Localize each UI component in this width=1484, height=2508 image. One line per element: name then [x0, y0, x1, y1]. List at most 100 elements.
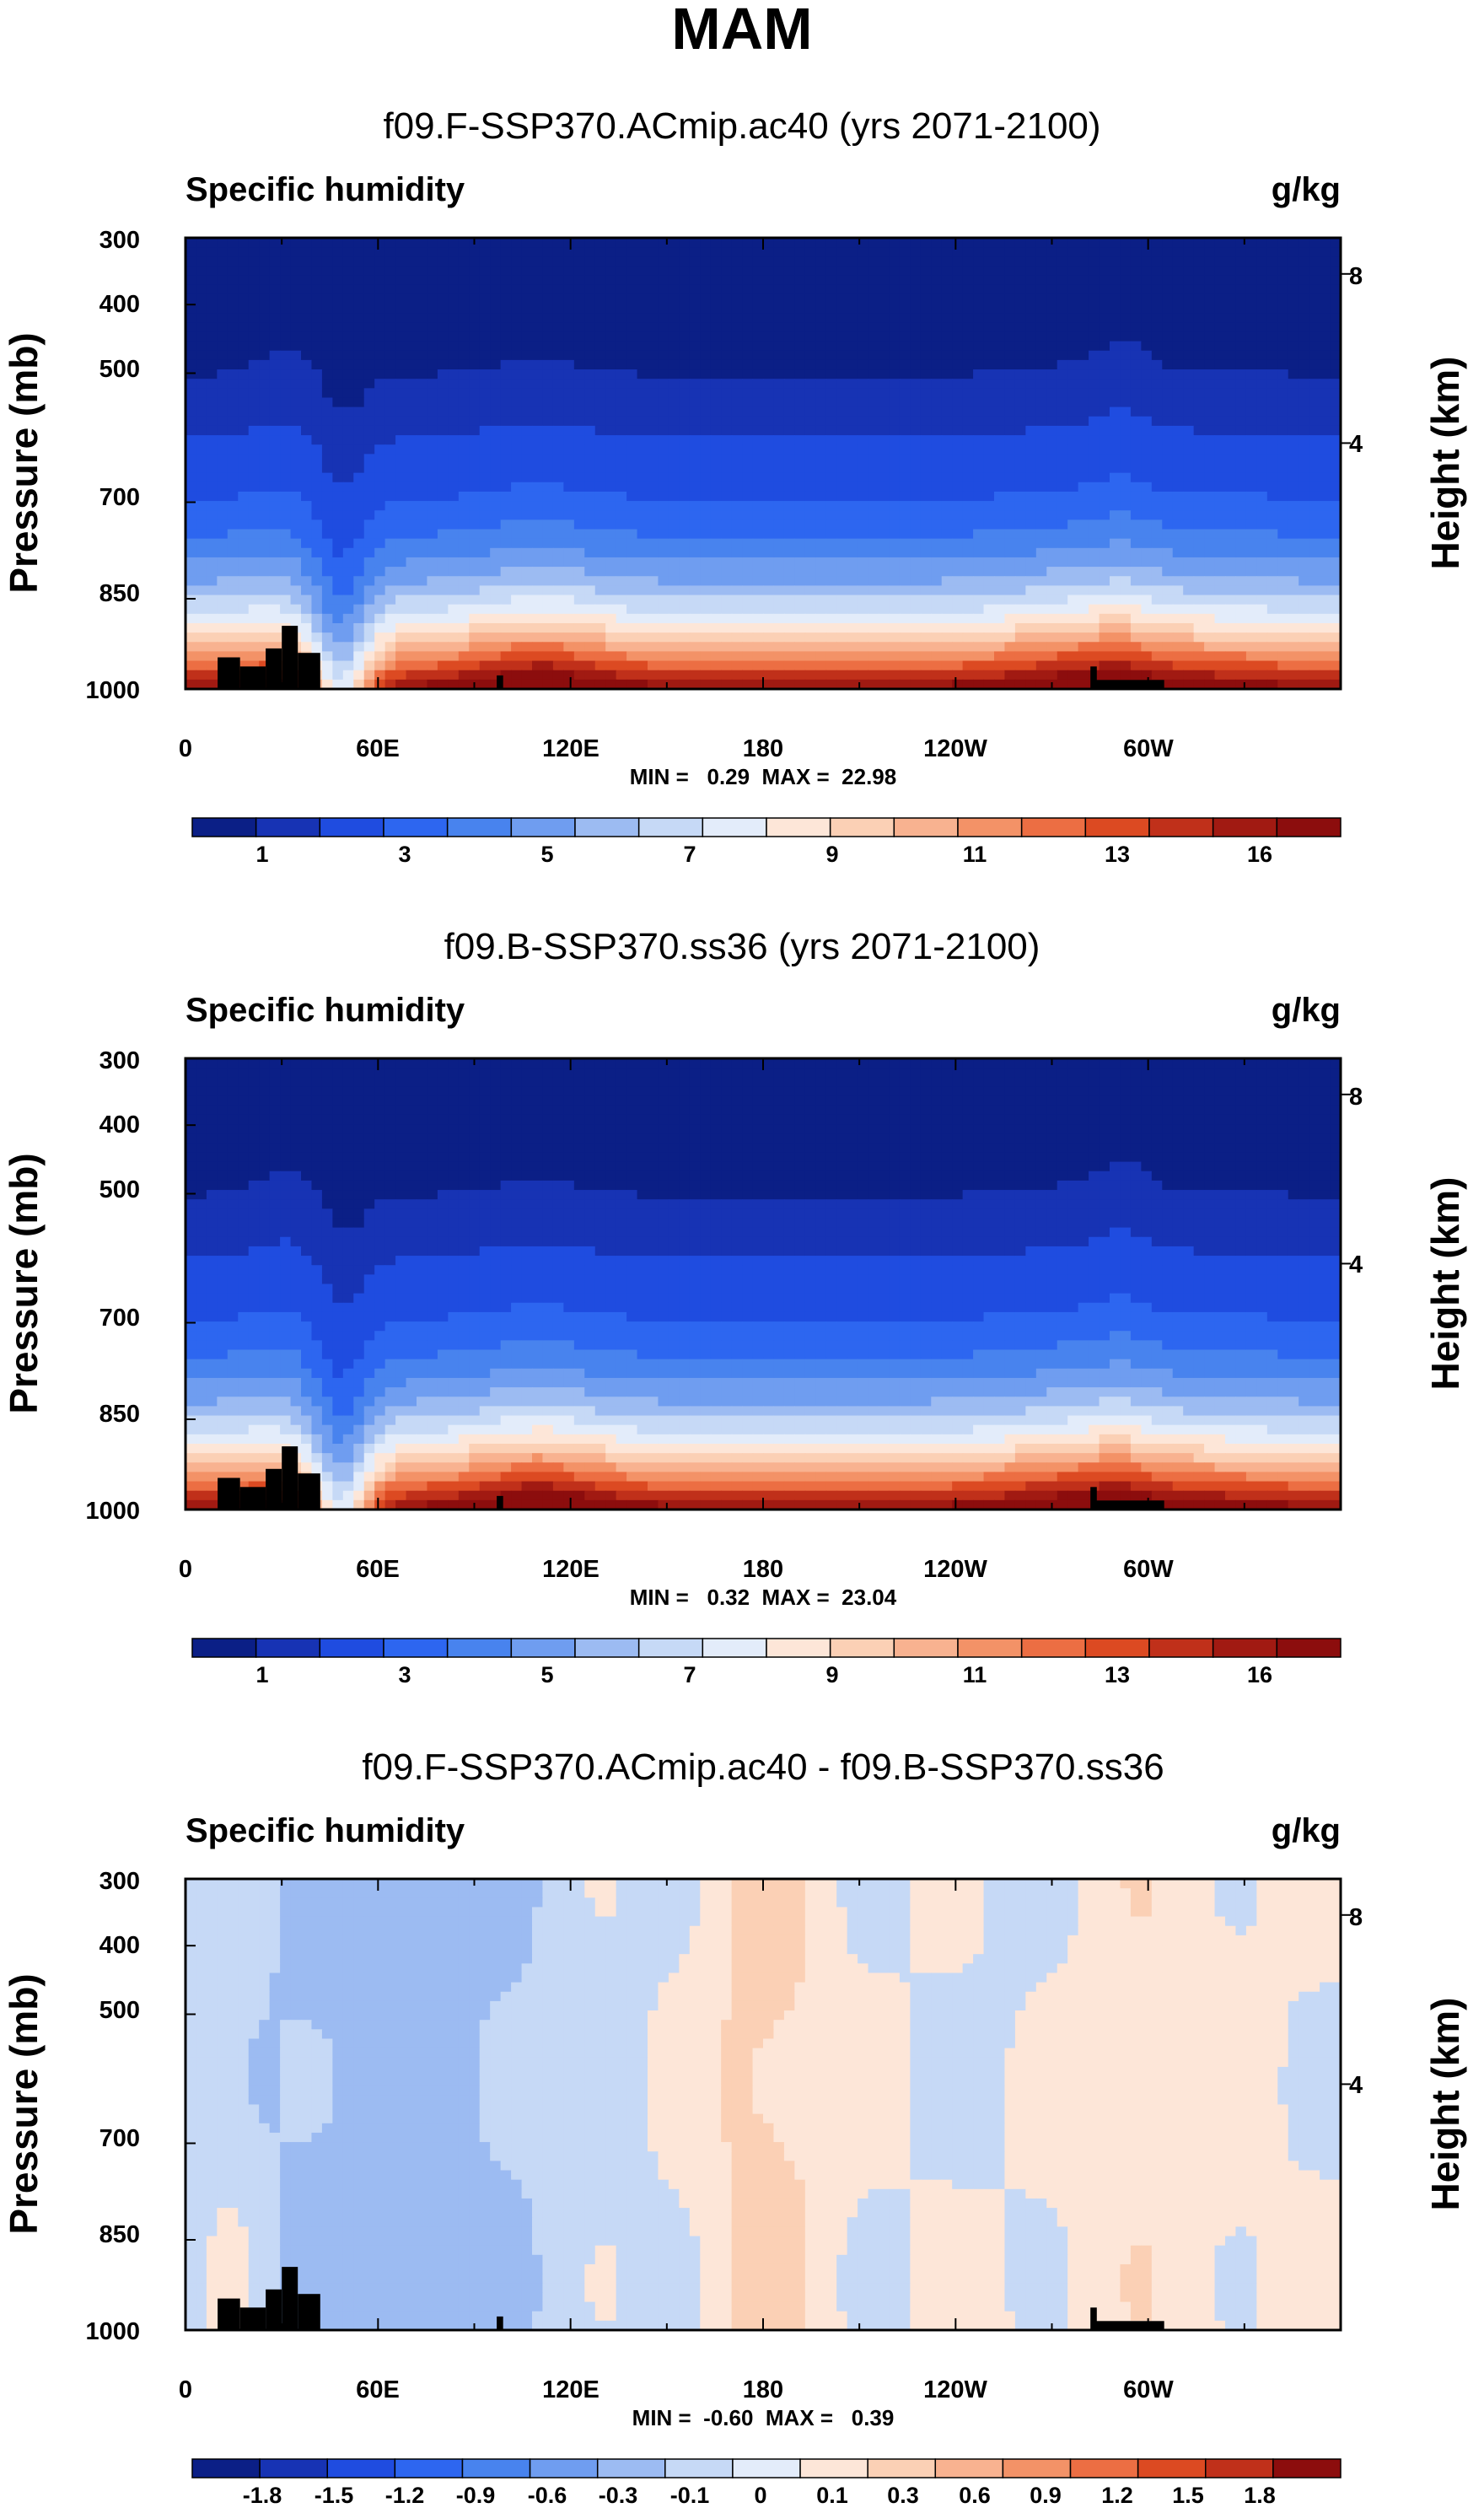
field-cell — [500, 622, 512, 633]
field-cell — [301, 576, 313, 586]
field-cell — [217, 501, 229, 511]
field-cell — [1025, 547, 1037, 558]
field-cell — [1266, 472, 1278, 483]
field-cell — [962, 651, 974, 662]
field-cell — [374, 388, 386, 399]
field-cell — [847, 331, 858, 342]
field-cell — [1172, 510, 1184, 520]
field-cell — [1025, 604, 1037, 615]
field-cell — [1025, 567, 1037, 577]
field-cell — [1320, 472, 1331, 483]
field-cell — [879, 266, 890, 277]
field-cell — [952, 585, 964, 596]
field-cell — [983, 472, 995, 483]
field-cell — [1309, 604, 1320, 615]
field-cell — [1288, 247, 1299, 257]
field-cell — [269, 547, 281, 558]
field-cell — [1025, 435, 1037, 445]
field-cell — [910, 359, 922, 370]
field-cell — [427, 266, 438, 277]
field-cell — [637, 567, 648, 577]
field-cell — [448, 604, 460, 615]
field-cell — [1309, 622, 1320, 633]
field-cell — [469, 379, 481, 389]
field-cell — [952, 604, 964, 615]
field-cell — [363, 595, 375, 605]
field-cell — [773, 341, 785, 352]
field-cell — [511, 622, 523, 633]
field-cell — [395, 501, 407, 511]
field-cell — [238, 585, 250, 596]
field-cell — [658, 567, 669, 577]
field-cell — [1225, 547, 1237, 558]
field-cell — [658, 379, 669, 389]
field-cell — [1193, 585, 1205, 596]
field-cell — [511, 425, 523, 436]
field-cell — [1130, 350, 1142, 361]
field-cell — [783, 595, 795, 605]
field-cell — [1256, 642, 1268, 653]
field-cell — [395, 341, 407, 352]
field-cell — [731, 519, 743, 530]
field-cell — [879, 547, 890, 558]
field-cell — [363, 510, 375, 520]
field-cell — [479, 341, 491, 352]
field-cell — [448, 510, 460, 520]
field-cell — [374, 454, 386, 465]
field-cell — [1014, 247, 1026, 257]
field-cell — [973, 642, 985, 653]
field-cell — [238, 416, 250, 427]
field-cell — [1130, 613, 1142, 624]
field-cell — [1183, 266, 1195, 277]
field-cell — [563, 238, 575, 248]
field-cell — [280, 406, 292, 417]
field-cell — [1277, 425, 1289, 436]
field-cell — [301, 538, 313, 549]
field-cell — [1004, 585, 1016, 596]
field-cell — [437, 293, 449, 304]
field-cell — [406, 557, 417, 568]
field-cell — [511, 538, 523, 549]
field-cell — [1099, 350, 1110, 361]
field-cell — [490, 388, 502, 399]
field-cell — [679, 425, 691, 436]
field-cell — [1256, 293, 1268, 304]
field-cell — [206, 519, 218, 530]
field-cell — [1172, 482, 1184, 492]
field-cell — [448, 454, 460, 465]
field-cell — [186, 238, 197, 248]
field-cell — [186, 660, 197, 671]
field-cell — [1193, 642, 1205, 653]
field-cell — [1266, 454, 1278, 465]
field-cell — [321, 567, 333, 577]
field-cell — [794, 388, 806, 399]
field-cell — [437, 613, 449, 624]
field-cell — [1067, 379, 1079, 389]
field-cell — [301, 491, 313, 502]
field-cell — [1172, 632, 1184, 643]
field-cell — [490, 284, 502, 295]
field-cell — [1309, 632, 1320, 643]
field-cell — [973, 463, 985, 474]
field-cell — [879, 642, 890, 653]
field-cell — [742, 501, 754, 511]
field-cell — [1078, 247, 1089, 257]
field-cell — [1256, 435, 1268, 445]
field-cell — [1078, 604, 1089, 615]
field-cell — [836, 266, 848, 277]
field-cell — [920, 444, 932, 455]
field-cell — [1235, 256, 1247, 267]
field-cell — [458, 604, 470, 615]
field-cell — [889, 576, 901, 586]
field-cell — [626, 293, 638, 304]
field-cell — [879, 529, 890, 540]
field-cell — [1277, 622, 1289, 633]
field-cell — [1078, 388, 1089, 399]
field-cell — [994, 538, 1006, 549]
field-cell — [186, 359, 197, 370]
field-cell — [763, 266, 775, 277]
field-cell — [1110, 331, 1121, 342]
field-cell — [332, 313, 344, 323]
field-cell — [858, 463, 869, 474]
field-cell — [858, 275, 869, 286]
